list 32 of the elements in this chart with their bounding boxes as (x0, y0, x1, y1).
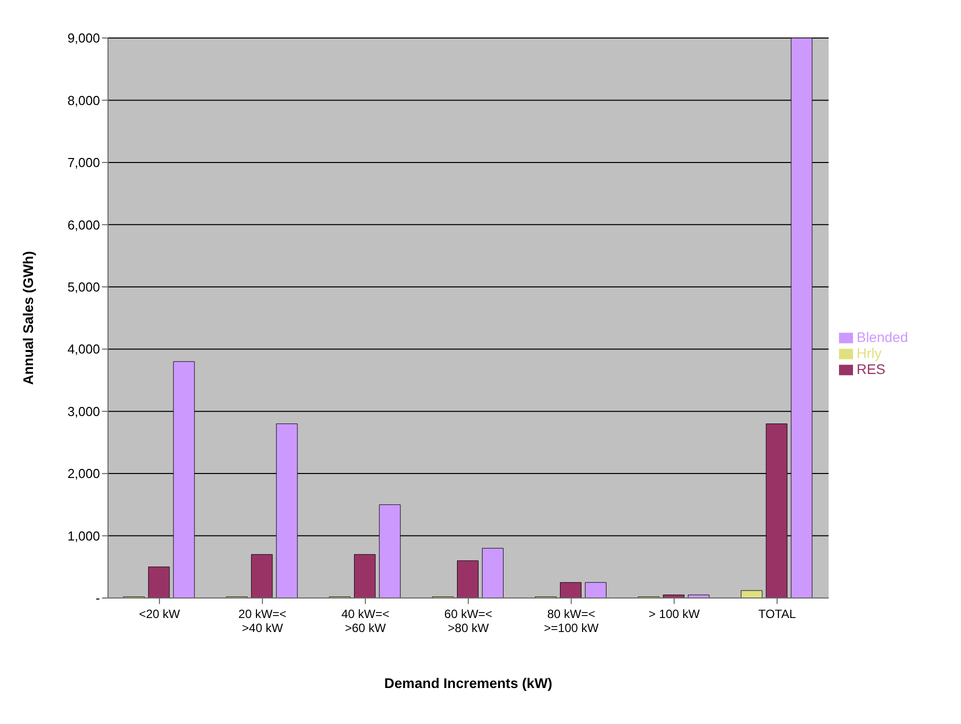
x-tick-label: 60 kW=< >80 kW (444, 607, 492, 635)
x-axis-title: Demand Increments (kW) (384, 675, 552, 691)
y-tick-label: 7,000 (67, 155, 100, 170)
legend-label: Hrly (856, 344, 882, 361)
y-tick-label: 2,000 (67, 466, 100, 482)
x-tick-label: TOTAL (758, 607, 796, 621)
bar (560, 582, 582, 598)
x-tick-label: > 100 kW (648, 607, 700, 621)
bar (688, 594, 710, 598)
x-tick-label: 20 kW=< >40 kW (238, 607, 286, 635)
y-tick-label: 4,000 (67, 342, 100, 357)
bar (740, 590, 762, 598)
x-tick-label: 40 kW=< >60 kW (341, 607, 390, 635)
y-tick-label: 5,000 (67, 280, 100, 295)
bar (482, 548, 504, 598)
y-tick-label: 1,000 (67, 528, 100, 544)
x-tick-label: 80 kW=< >=100 kW (544, 607, 600, 635)
bar (251, 554, 273, 598)
y-tick-label: 8,000 (67, 92, 100, 108)
legend-label: Blended (856, 328, 908, 345)
legend-label: RES (856, 361, 886, 378)
bar (457, 560, 479, 598)
bar (148, 566, 170, 598)
y-tick-label: 9,000 (67, 30, 100, 46)
x-tick-label: <20 kW (138, 607, 181, 621)
y-tick-label: 6,000 (67, 217, 100, 232)
bar (584, 582, 606, 598)
y-tick-label: - (96, 590, 100, 606)
bar (354, 554, 376, 598)
bar (662, 594, 684, 598)
y-axis-title: Annual Sales (GWh) (20, 251, 36, 385)
y-tick-label: 3,000 (67, 404, 100, 419)
